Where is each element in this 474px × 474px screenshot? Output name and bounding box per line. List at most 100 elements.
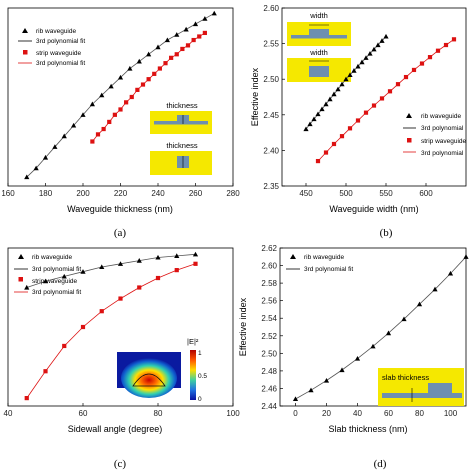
panel-b-legend-strip: strip waveguide [421, 138, 467, 145]
panel-a-series-0-point-9 [108, 83, 114, 89]
panel-b-series-1-point-17 [451, 37, 457, 42]
panel-b-series-0-point-16 [367, 50, 373, 56]
panel-c-series-0-point-3 [80, 269, 86, 274]
panel-b-series [303, 33, 457, 164]
panel-a-inset-strip: thickness [150, 141, 212, 175]
panel-d-plot-frame [279, 247, 467, 407]
panel-a-series-0-point-13 [146, 51, 152, 57]
panel-a-inset-strip-label: thickness [166, 141, 198, 150]
panel-c-series-1-point-7 [155, 275, 161, 281]
panel-d-y-tick-label-1: 2.46 [261, 384, 277, 393]
panel-d-y-tick-label-9: 2.62 [261, 244, 277, 253]
panel-b-x-label: Waveguide width (nm) [329, 204, 418, 214]
panel-d-series-0-point-9 [432, 286, 438, 292]
panel-a-x-tick-label-0: 160 [1, 189, 15, 198]
panel-a-series-0-point-2 [42, 154, 49, 160]
panel-a-series-1-point-19 [197, 34, 202, 39]
panel-c-series-1-point-0 [24, 396, 29, 401]
panel-c-colorbar-tick-1: 1 [198, 350, 202, 357]
panel-c-series-1-point-5 [118, 296, 123, 301]
panel-b-series-0-point-0 [303, 126, 309, 132]
panel-c-x-tick-label-0: 40 [4, 409, 13, 418]
panel-b-series-1-point-1 [323, 150, 329, 155]
panel-a-series-0-point-20 [211, 10, 217, 16]
panel-c-series-0-point-0 [24, 284, 30, 290]
panel-b-y-tick-label-5: 2.60 [263, 4, 279, 13]
panel-c-legend-marker-rib [18, 254, 24, 259]
panel-c-series-1-point-4 [99, 309, 104, 314]
panel-a-x-ticks: 160 180 200 220 240 260 280 [1, 183, 240, 198]
panel-b-series-1-point-7 [371, 103, 377, 108]
panel-b-series-0-point-8 [335, 86, 341, 92]
panel-c-x-tick-label-3: 100 [226, 409, 240, 418]
panel-b-series-1-point-16 [443, 42, 449, 48]
panel-a-series-1-point-15 [174, 52, 179, 57]
panel-b-series-0-point-17 [371, 46, 377, 52]
panel-a-legend-rib: rib waveguide [36, 28, 76, 35]
panel-a-legend-marker-strip [23, 50, 28, 55]
panel-a-legend: rib waveguide 3rd polynomial fit strip w… [18, 28, 85, 67]
panel-a-label: (a) [114, 227, 127, 239]
panel-c-series-1-point-2 [62, 343, 67, 349]
panel-a-x-tick-label-4: 240 [151, 189, 165, 198]
panel-a-legend-strip: strip waveguide [36, 50, 82, 57]
panel-b-series-1-point-13 [419, 61, 425, 66]
panel-c-fit-line-0 [26, 253, 196, 288]
panel-a-series-1-point-18 [191, 37, 196, 43]
panel-a-series-1-point-5 [118, 107, 123, 112]
panel-b-series-0-point-3 [315, 111, 321, 117]
panel-a-series-1-point-7 [129, 94, 134, 100]
panel-d-y-tick-label-7: 2.58 [261, 279, 277, 288]
panel-d-y-tick-label-5: 2.54 [261, 314, 277, 323]
panel-b-series-1-point-3 [339, 134, 345, 139]
panel-c-series-0-point-4 [99, 264, 105, 270]
panel-d-series-0-point-3 [339, 367, 345, 373]
panel-a-x-label: Waveguide thickness (nm) [67, 204, 173, 214]
panel-b-series-0-point-18 [375, 42, 381, 48]
panel-a-x-tick-label-3: 220 [114, 189, 128, 198]
panel-b-series-1-point-11 [403, 74, 409, 80]
panel-b-series-1-point-9 [387, 89, 393, 94]
panel-d-legend-rib: rib waveguide [304, 254, 344, 261]
panel-b-legend: rib waveguide 3rd polynomial strip waveg… [403, 113, 467, 157]
panel-a-series-0-point-14 [155, 44, 161, 50]
panel-b-series-1-point-8 [379, 96, 385, 101]
panel-d-x-label: Slab thickness (nm) [328, 424, 407, 434]
panel-c-plot-frame [7, 247, 234, 407]
panel-c-series-1-point-9 [193, 261, 198, 266]
panel-b-x-tick-label-0: 450 [299, 189, 313, 198]
panel-d: 0 20 40 60 80 100 2.44 2.46 2.48 2.50 2.52 2.54 2.5… [238, 244, 467, 470]
panel-a-series-1-point-12 [157, 66, 162, 71]
panel-d-label: (d) [374, 458, 387, 470]
panel-d-series-0-point-0 [292, 396, 299, 402]
panel-b-plot-frame [281, 7, 467, 187]
panel-a-series-0-point-12 [136, 58, 142, 64]
panel-b-legend-rib: rib waveguide [421, 113, 461, 120]
panel-a-series-0-point-10 [117, 74, 124, 80]
panel-b-label: (b) [380, 227, 393, 239]
panel-b-y-tick-label-2: 2.45 [263, 111, 279, 120]
panel-a-series-0-point-19 [202, 16, 208, 21]
panel-a-series-1-point-8 [135, 87, 140, 92]
panel-b-series-0-point-9 [339, 81, 345, 87]
panel-d-series [292, 254, 469, 402]
panel-c-x-tick-label-1: 60 [79, 409, 88, 418]
panel-d-legend: rib waveguide 3rd polynomial fit [286, 254, 353, 273]
panel-d-inset-ridge [428, 383, 452, 398]
panel-c-field-core-outline [132, 373, 166, 387]
panel-c-legend-marker-strip [18, 277, 23, 282]
panel-c-x-label: Sidewall angle (degree) [68, 424, 163, 434]
panel-a-series-0-point-8 [99, 92, 105, 98]
panel-a-x-tick-label-5: 260 [189, 189, 203, 198]
panel-b: 450 500 550 600 2.35 2.40 2.45 2.50 2.55 2.60 Wa… [250, 4, 467, 239]
panel-b-y-tick-label-4: 2.55 [263, 40, 279, 49]
panel-a-x-tick-label-2: 200 [76, 189, 90, 198]
panel-a-legend-strip-fit: 3rd polynomial fit [36, 60, 85, 67]
panel-b-series-0-point-1 [307, 121, 313, 127]
panel-a-series-1-point-4 [112, 112, 117, 117]
panel-d-y-ticks: 2.44 2.46 2.48 2.50 2.52 2.54 2.56 2.58 2.60 2.62 [261, 244, 283, 411]
panel-d-y-tick-label-8: 2.60 [261, 262, 277, 271]
panel-a-series [24, 10, 217, 180]
panel-b-inset-strip-core [309, 66, 329, 77]
panel-c-series-0-point-6 [136, 258, 142, 263]
